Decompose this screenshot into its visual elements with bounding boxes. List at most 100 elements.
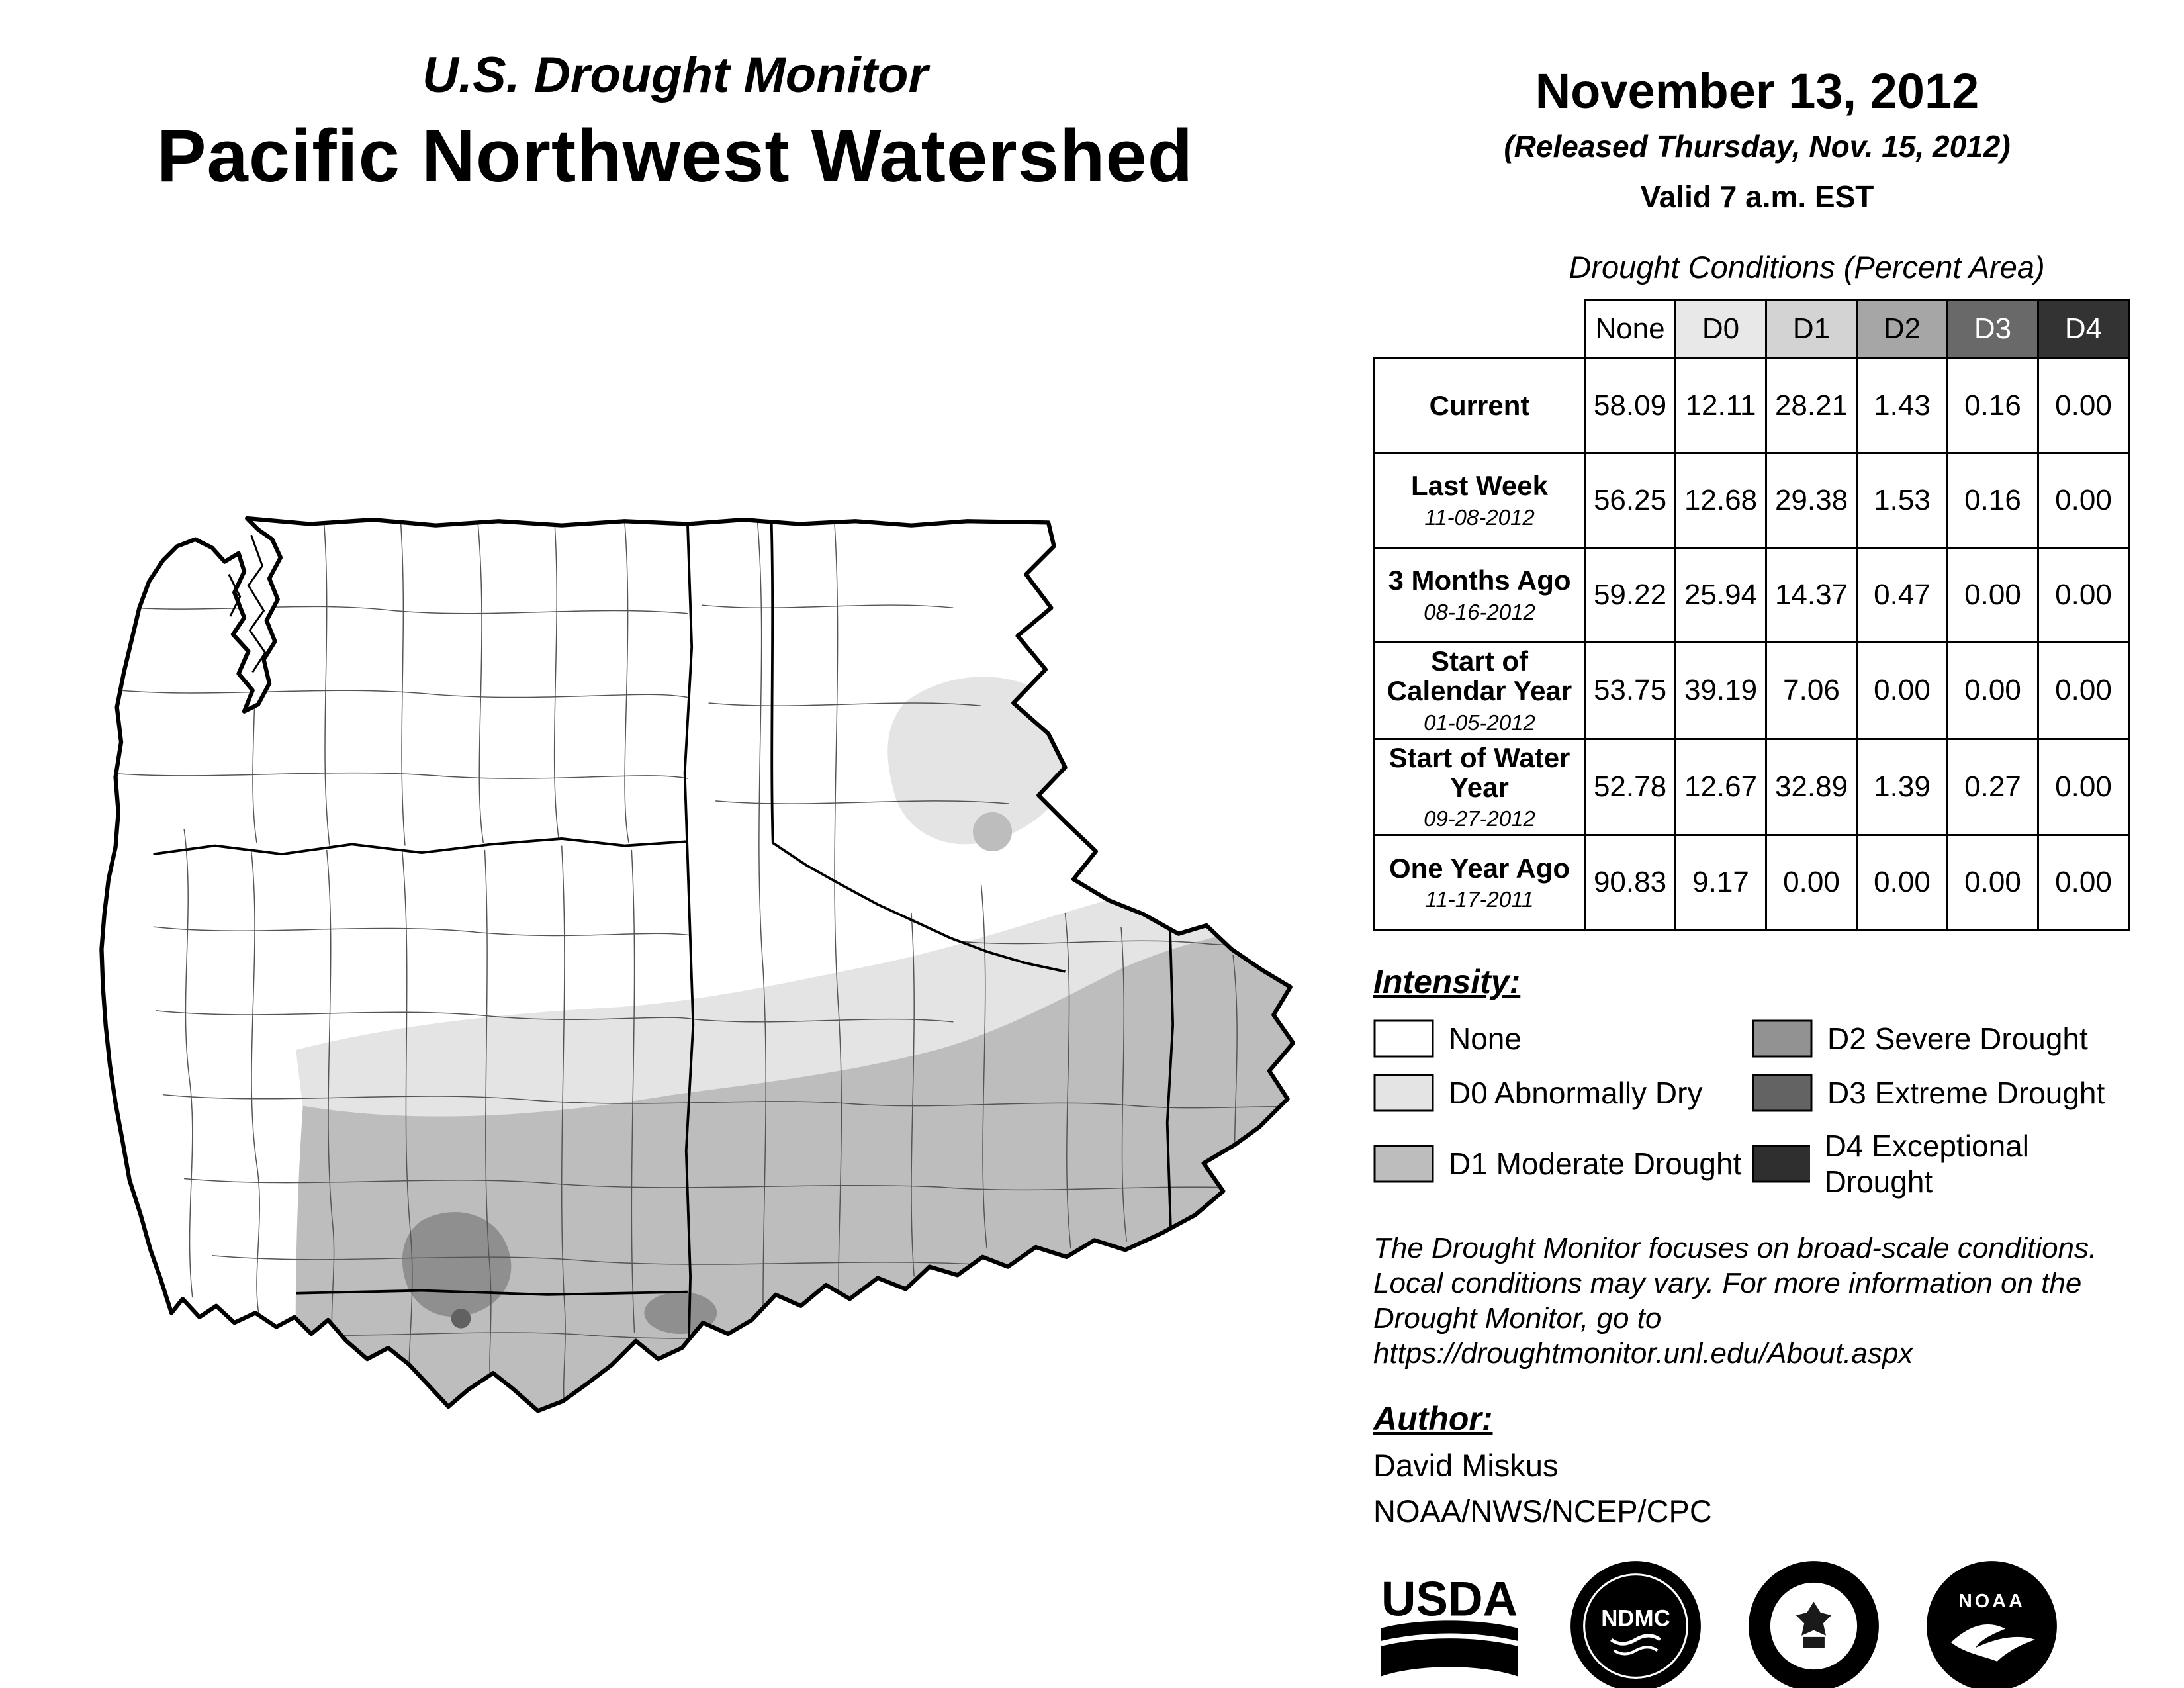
disclaimer-line: The Drought Monitor focuses on broad-sca… [1373,1232,2097,1265]
table-cell: 14.37 [1765,547,1858,643]
map-region-d2-spot [644,1291,717,1335]
table-cell: 0.47 [1856,547,1948,643]
table-row: Start of Calendar Year 01-05-2012 53.75 … [1373,641,2130,740]
legend-item-none: None [1373,1019,1752,1058]
row-date: 11-17-2011 [1425,887,1534,912]
puget-sound-detail [228,534,267,673]
watershed-outline [99,516,1296,1413]
legend-swatch-d2-icon [1752,1019,1813,1058]
report-title: U.S. Drought Monitor [422,47,929,103]
commerce-logo-icon [1749,1560,1879,1688]
table-cell: 0.00 [1946,641,2039,740]
column-header-d2: D2 [1856,299,1948,359]
row-date: 01-05-2012 [1424,710,1535,735]
legend-swatch-d3-icon [1752,1074,1813,1112]
table-cell: 7.06 [1765,641,1858,740]
legend-grid: None D2 Severe Drought D0 Abnormally Dry… [1373,1019,2141,1199]
svg-text:USDA: USDA [1381,1573,1518,1626]
table-cell: 90.83 [1584,834,1676,931]
drought-conditions-table: None D0 D1 D2 D3 D4 Current 58.09 12.11 … [1373,299,2130,931]
table-cell: 0.00 [1856,834,1948,931]
table-row: One Year Ago 11-17-2011 90.83 9.17 0.00 … [1373,834,2130,931]
noaa-logo-icon: NOAA [1927,1560,2057,1688]
table-row: Start of Water Year 09-27-2012 52.78 12.… [1373,737,2130,837]
table-cell: 0.00 [2037,547,2130,643]
legend-swatch-d0-icon [1373,1074,1434,1112]
released-date: (Released Thursday, Nov. 15, 2012) [1504,129,2011,164]
legend-item-d2: D2 Severe Drought [1752,1019,2130,1058]
row-label: One Year Ago 11-17-2011 [1373,834,1586,931]
column-header-d1: D1 [1765,299,1858,359]
author-heading: Author: [1373,1399,1493,1437]
county-boundaries [101,521,1293,1405]
row-date: 08-16-2012 [1424,599,1535,624]
table-cell: 0.00 [2037,357,2130,454]
row-date: 09-27-2012 [1424,806,1535,831]
table-cell: 9.17 [1674,834,1767,931]
map-region-d0 [296,864,1293,1119]
table-cell: 0.00 [2037,737,2130,837]
info-panel: November 13, 2012 (Released Thursday, No… [1373,63,2141,1688]
map-region-d3-spot [451,1309,471,1329]
legend-swatch-d4-icon [1752,1145,1810,1183]
intensity-legend: Intensity: None D2 Severe Drought D0 Abn… [1373,962,2141,1199]
agency-logos: USDA NDMC NOAA [1373,1558,2141,1688]
column-header-d0: D0 [1674,299,1767,359]
map-region-d1-spot [972,812,1013,851]
author-name: David Miskus [1373,1447,1559,1483]
state-boundaries [153,522,1175,1396]
map-region-d2 [402,1212,512,1317]
legend-label: D4 Exceptional Drought [1824,1129,2029,1199]
row-label: Current [1373,357,1586,454]
row-name: Start of Water Year [1388,741,1570,804]
table-cell: 0.00 [2037,641,2130,740]
table-cell: 0.00 [1856,641,1948,740]
table-cell: 0.00 [2037,834,2130,931]
row-name: 3 Months Ago [1388,565,1571,596]
row-label: Start of Water Year 09-27-2012 [1373,737,1586,837]
table-cell: 32.89 [1765,737,1858,837]
table-cell: 1.43 [1856,357,1948,454]
table-cell: 0.00 [1946,834,2039,931]
table-header-row: None D0 D1 D2 D3 D4 [1374,299,2130,359]
legend-item-d1: D1 Moderate Drought [1373,1128,1752,1199]
disclaimer: The Drought Monitor focuses on broad-sca… [1373,1231,2141,1371]
row-name: Start of Calendar Year [1387,645,1572,707]
valid-time: Valid 7 a.m. EST [1640,179,1874,214]
svg-text:NOAA: NOAA [1958,1590,2025,1611]
table-cell: 52.78 [1584,737,1676,837]
row-name: One Year Ago [1388,852,1570,884]
table-cell: 0.00 [1946,547,2039,643]
table-cell: 29.38 [1765,452,1858,549]
table-cell: 53.75 [1584,641,1676,740]
table-cell: 56.25 [1584,452,1676,549]
legend-label: D0 Abnormally Dry [1449,1076,1703,1111]
svg-text:NDMC: NDMC [1601,1605,1670,1631]
disclaimer-line: Drought Monitor, go to https://droughtmo… [1373,1302,1913,1370]
watershed-map [99,516,1296,1413]
legend-swatch-d1-icon [1373,1145,1434,1183]
map-date: November 13, 2012 [1535,64,1979,118]
date-block: November 13, 2012 (Released Thursday, No… [1373,63,2141,214]
table-cell: 39.19 [1674,641,1767,740]
disclaimer-line: Local conditions may vary. For more info… [1373,1267,2082,1300]
ndmc-logo-icon: NDMC [1570,1560,1701,1688]
table-cell: 1.39 [1856,737,1948,837]
row-label: 3 Months Ago 08-16-2012 [1373,547,1586,643]
region-title: Pacific Northwest Watershed [156,115,1194,197]
table-title: Drought Conditions (Percent Area) [1569,250,2045,285]
legend-title: Intensity: [1373,963,1521,1001]
column-header-none: None [1584,299,1676,359]
author-org: NOAA/NWS/NCEP/CPC [1373,1493,1712,1528]
legend-item-d4: D4 Exceptional Drought [1752,1128,2130,1199]
table-cell: 28.21 [1765,357,1858,454]
table-cell: 59.22 [1584,547,1676,643]
table-cell: 12.68 [1674,452,1767,549]
table-row: Last Week 11-08-2012 56.25 12.68 29.38 1… [1373,452,2130,549]
table-corner-cell [1374,299,1585,359]
row-label: Start of Calendar Year 01-05-2012 [1373,641,1586,740]
table-cell: 0.00 [1765,834,1858,931]
table-cell: 1.53 [1856,452,1948,549]
legend-label: D2 Severe Drought [1827,1021,2088,1056]
